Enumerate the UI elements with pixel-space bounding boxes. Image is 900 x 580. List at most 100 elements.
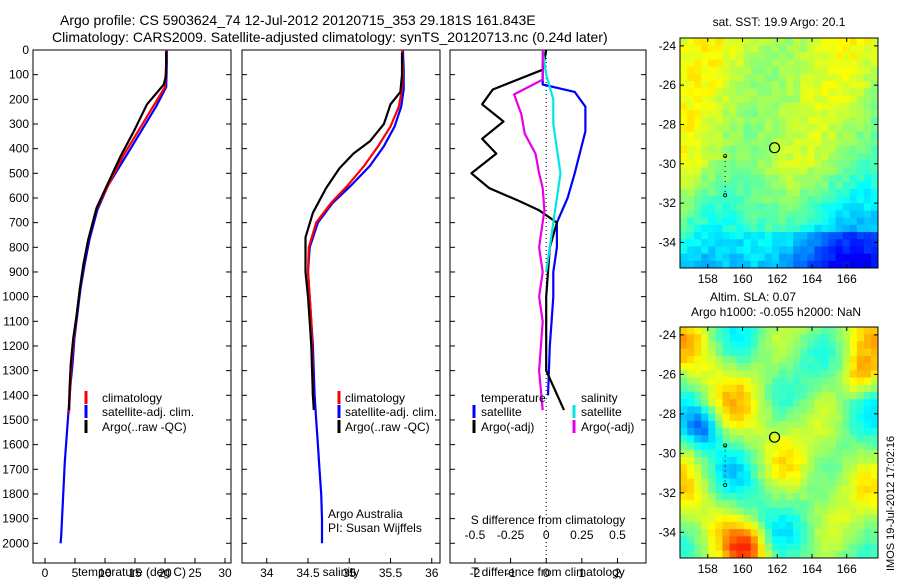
heatmap-cell <box>708 45 716 53</box>
heatmap-cell <box>828 253 837 262</box>
heatmap-cell <box>786 391 794 400</box>
heatmap-cell <box>800 442 808 451</box>
heatmap-cell <box>687 217 695 226</box>
heatmap-cell <box>814 478 823 487</box>
x-tick-label: -2 <box>470 566 481 580</box>
heatmap-cell <box>764 327 773 335</box>
heatmap-cell <box>870 529 878 537</box>
heatmap-cell <box>722 377 731 386</box>
heatmap-cell <box>870 117 878 125</box>
heatmap-cell <box>729 550 738 558</box>
heatmap-cell <box>694 435 702 444</box>
heatmap-cell <box>779 363 787 371</box>
heatmap-cell <box>771 449 780 458</box>
heatmap-cell <box>680 167 688 176</box>
heatmap-cell <box>800 203 808 212</box>
heatmap-cell <box>849 109 858 118</box>
heatmap-cell <box>835 167 844 176</box>
heatmap-cell <box>680 456 688 465</box>
heatmap-cell <box>870 38 878 46</box>
heatmap-cell <box>736 160 745 168</box>
heatmap-cell <box>814 167 823 176</box>
heatmap-cell <box>800 253 808 262</box>
heatmap-cell <box>849 355 858 364</box>
heatmap-cell <box>757 131 766 140</box>
heatmap-cell <box>729 181 738 190</box>
heatmap-cell <box>849 232 858 240</box>
heatmap-cell <box>764 102 773 111</box>
salinity-panel: 34 34.5 35 35.5 36 salinity climatology sate… <box>241 49 441 580</box>
heatmap-cell <box>835 413 844 422</box>
heatmap-cell <box>779 102 787 111</box>
heatmap-cell <box>708 341 716 350</box>
heatmap-cell <box>771 232 780 240</box>
heatmap-cell <box>835 52 844 61</box>
heatmap-cell <box>722 66 731 75</box>
heatmap-cell <box>764 341 773 350</box>
heatmap-cell <box>779 327 787 335</box>
heatmap-cell <box>800 260 808 268</box>
heatmap-cell <box>800 102 808 111</box>
heatmap-cell <box>800 239 808 248</box>
heatmap-cell <box>750 420 759 429</box>
heatmap-cell <box>856 355 865 364</box>
heatmap-cell <box>694 550 702 558</box>
heatmap-cell <box>722 507 731 516</box>
heatmap-cell <box>870 420 878 429</box>
heatmap-cell <box>870 507 878 516</box>
heatmap-cell <box>708 355 716 364</box>
heatmap-cell <box>814 174 823 183</box>
temperature-legend-satellite: satellite-adj. clim. <box>102 405 194 419</box>
heatmap-cell <box>828 384 837 393</box>
heatmap-cell <box>800 521 808 530</box>
heatmap-cell <box>856 348 865 357</box>
heatmap-cell <box>757 210 766 219</box>
s-tick-label: -0.5 <box>465 528 486 542</box>
heatmap-cell <box>793 334 801 343</box>
heatmap-cell <box>750 507 759 516</box>
heatmap-cell <box>701 363 709 371</box>
heatmap-cell <box>863 260 872 268</box>
heatmap-cell <box>863 73 872 82</box>
heatmap-cell <box>786 131 794 140</box>
heatmap-cell <box>828 507 837 516</box>
heatmap-cell <box>786 153 794 161</box>
heatmap-cell <box>743 138 752 147</box>
heatmap-cell <box>814 196 823 204</box>
heatmap-cell <box>786 239 794 248</box>
heatmap-cell <box>764 188 773 197</box>
heatmap-cell <box>800 131 808 140</box>
sla-heatmap <box>680 327 878 558</box>
heatmap-cell <box>729 435 738 444</box>
heatmap-cell <box>821 334 830 343</box>
heatmap-cell <box>800 464 808 472</box>
heatmap-cell <box>821 543 830 552</box>
sst-map-marks <box>723 142 781 198</box>
heatmap-cell <box>821 102 830 111</box>
heatmap-cell <box>680 52 688 61</box>
heatmap-cell <box>793 95 801 104</box>
heatmap-cell <box>757 246 766 255</box>
heatmap-cell <box>863 131 872 140</box>
heatmap-cell <box>779 174 787 183</box>
heatmap-cell <box>771 253 780 262</box>
heatmap-cell <box>828 428 837 436</box>
heatmap-cell <box>821 160 830 168</box>
heatmap-cell <box>722 485 731 494</box>
heatmap-cell <box>814 66 823 75</box>
heatmap-cell <box>821 435 830 444</box>
heatmap-cell <box>708 384 716 393</box>
heatmap-cell <box>743 464 752 472</box>
heatmap-cell <box>863 529 872 537</box>
heatmap-cell <box>750 493 759 501</box>
heatmap-cell <box>821 260 830 268</box>
heatmap-cell <box>800 536 808 545</box>
heatmap-cell <box>757 102 766 111</box>
heatmap-cell <box>771 420 780 429</box>
heatmap-cell <box>842 456 851 465</box>
heatmap-cell <box>793 59 801 68</box>
heatmap-cell <box>743 370 752 379</box>
heatmap-cell <box>821 52 830 61</box>
heatmap-cell <box>715 406 724 415</box>
heatmap-cell <box>722 478 731 487</box>
